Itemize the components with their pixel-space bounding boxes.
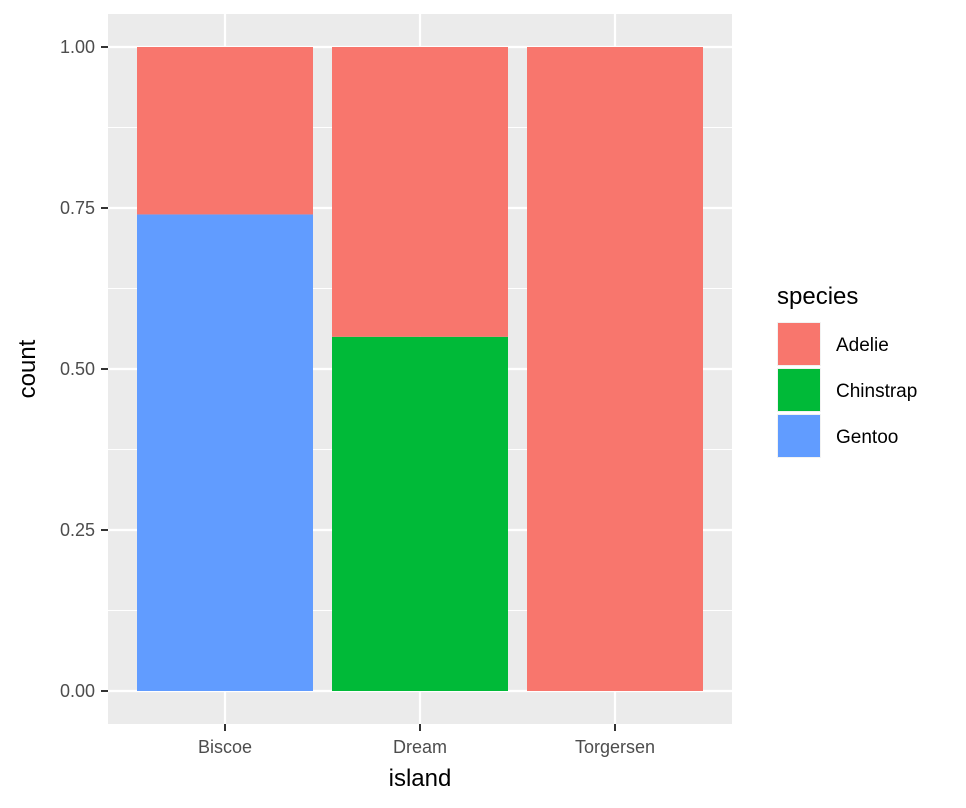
legend-key-chinstrap	[778, 369, 820, 411]
legend: species Adelie Chinstrap Gentoo	[777, 283, 917, 458]
y-tick-label: 0.00	[60, 681, 95, 701]
x-axis-title: island	[389, 765, 452, 792]
legend-label-chinstrap: Chinstrap	[836, 381, 917, 402]
x-tick-label: Dream	[393, 737, 447, 757]
y-tick-label: 0.75	[60, 198, 95, 218]
legend-key-adelie	[778, 323, 820, 365]
legend-key-gentoo	[778, 415, 820, 457]
x-axis: Biscoe Dream Torgersen	[198, 724, 655, 757]
bar-biscoe-gentoo	[137, 214, 313, 691]
bars	[137, 47, 703, 691]
y-tick-label: 0.25	[60, 520, 95, 540]
y-axis-title: count	[14, 339, 41, 398]
x-tick-label: Biscoe	[198, 737, 252, 757]
y-tick-label: 1.00	[60, 37, 95, 57]
legend-title: species	[777, 283, 858, 310]
bar-dream-adelie	[332, 47, 508, 337]
y-axis: 0.00 0.25 0.50 0.75 1.00	[60, 37, 108, 701]
x-tick-label: Torgersen	[575, 737, 655, 757]
bar-torgersen-adelie	[527, 47, 703, 691]
y-tick-label: 0.50	[60, 359, 95, 379]
legend-label-gentoo: Gentoo	[836, 427, 898, 448]
bar-dream-chinstrap	[332, 336, 508, 691]
bar-biscoe-adelie	[137, 47, 313, 215]
legend-label-adelie: Adelie	[836, 335, 889, 356]
